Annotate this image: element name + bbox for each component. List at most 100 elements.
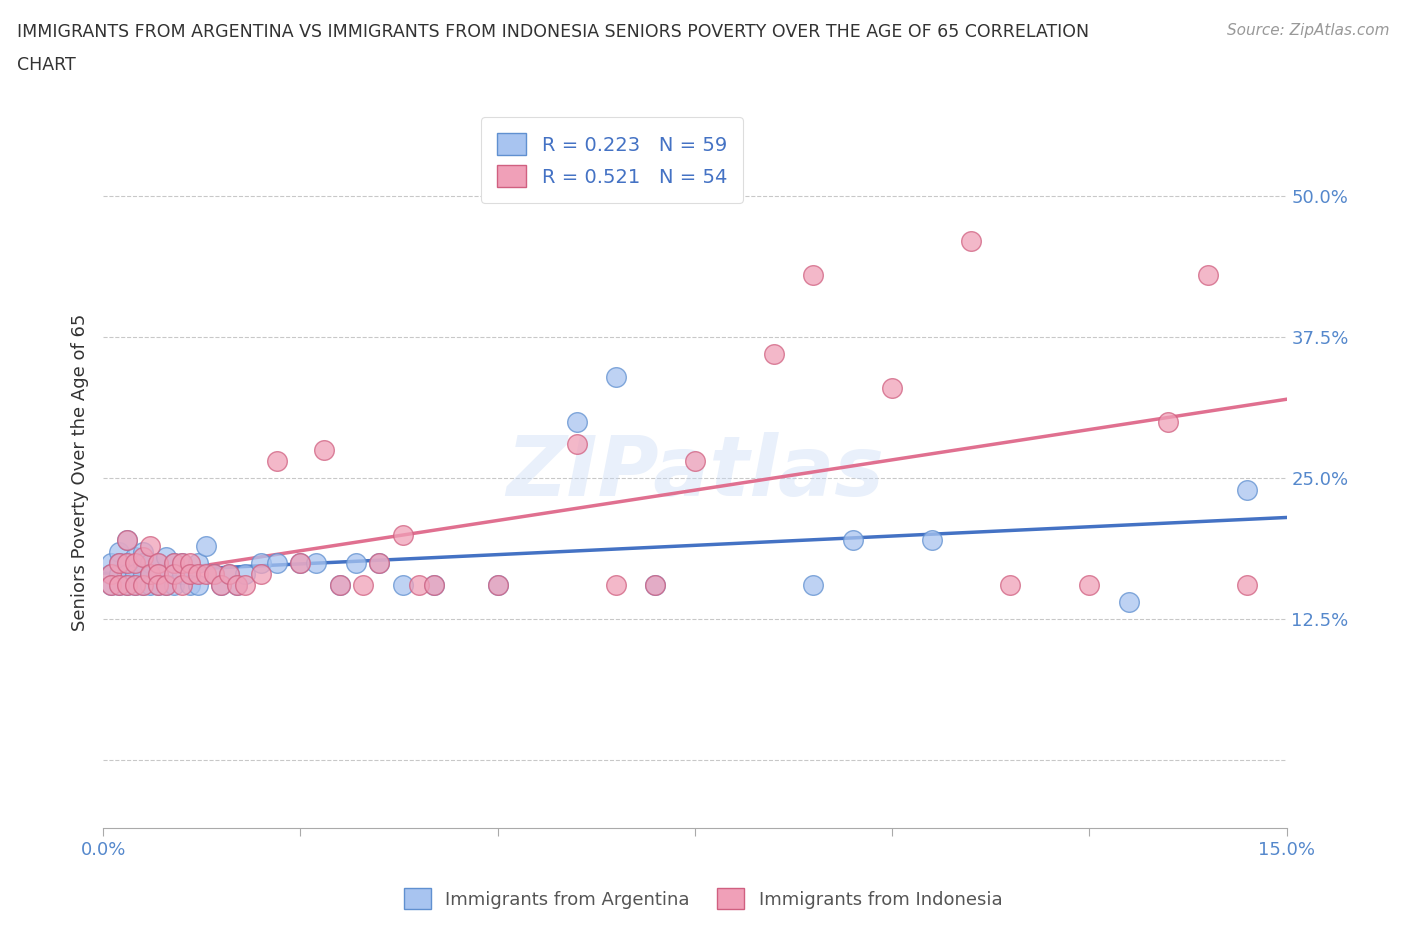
Point	[683, 454, 706, 469]
Point	[368, 555, 391, 570]
Point	[148, 566, 170, 581]
Point	[233, 578, 256, 593]
Text: CHART: CHART	[17, 56, 76, 73]
Point	[762, 347, 785, 362]
Legend: R = 0.223   N = 59, R = 0.521   N = 54: R = 0.223 N = 59, R = 0.521 N = 54	[481, 117, 742, 203]
Point	[124, 578, 146, 593]
Point	[644, 578, 666, 593]
Point	[423, 578, 446, 593]
Point	[218, 566, 240, 581]
Point	[108, 578, 131, 593]
Point	[1078, 578, 1101, 593]
Legend: Immigrants from Argentina, Immigrants from Indonesia: Immigrants from Argentina, Immigrants fr…	[396, 881, 1010, 916]
Point	[392, 578, 415, 593]
Point	[108, 544, 131, 559]
Point	[344, 555, 367, 570]
Text: IMMIGRANTS FROM ARGENTINA VS IMMIGRANTS FROM INDONESIA SENIORS POVERTY OVER THE : IMMIGRANTS FROM ARGENTINA VS IMMIGRANTS …	[17, 23, 1090, 41]
Point	[163, 566, 186, 581]
Point	[486, 578, 509, 593]
Point	[148, 555, 170, 570]
Point	[124, 550, 146, 565]
Point	[115, 533, 138, 548]
Point	[108, 555, 131, 570]
Point	[392, 527, 415, 542]
Point	[115, 555, 138, 570]
Point	[605, 369, 627, 384]
Point	[100, 578, 122, 593]
Text: ZIPatlas: ZIPatlas	[506, 432, 884, 513]
Point	[163, 555, 186, 570]
Point	[131, 550, 153, 565]
Point	[266, 454, 288, 469]
Point	[211, 578, 233, 593]
Point	[124, 555, 146, 570]
Point	[100, 578, 122, 593]
Point	[155, 578, 177, 593]
Point	[170, 555, 193, 570]
Point	[921, 533, 943, 548]
Point	[565, 437, 588, 452]
Point	[148, 578, 170, 593]
Point	[100, 566, 122, 581]
Point	[408, 578, 430, 593]
Point	[368, 555, 391, 570]
Point	[179, 578, 201, 593]
Point	[194, 538, 217, 553]
Point	[290, 555, 312, 570]
Point	[226, 578, 249, 593]
Point	[486, 578, 509, 593]
Point	[115, 533, 138, 548]
Point	[187, 555, 209, 570]
Point	[250, 566, 273, 581]
Point	[124, 566, 146, 581]
Point	[139, 555, 162, 570]
Point	[163, 578, 186, 593]
Point	[353, 578, 375, 593]
Point	[131, 566, 153, 581]
Point	[202, 566, 225, 581]
Point	[115, 566, 138, 581]
Point	[131, 544, 153, 559]
Point	[179, 566, 201, 581]
Point	[801, 578, 824, 593]
Point	[250, 555, 273, 570]
Point	[266, 555, 288, 570]
Point	[1118, 595, 1140, 610]
Point	[187, 566, 209, 581]
Point	[179, 555, 201, 570]
Point	[155, 578, 177, 593]
Point	[170, 555, 193, 570]
Point	[163, 555, 186, 570]
Point	[148, 566, 170, 581]
Point	[108, 566, 131, 581]
Point	[194, 566, 217, 581]
Point	[202, 566, 225, 581]
Point	[131, 555, 153, 570]
Point	[290, 555, 312, 570]
Point	[1236, 578, 1258, 593]
Point	[139, 538, 162, 553]
Point	[1000, 578, 1022, 593]
Point	[155, 566, 177, 581]
Point	[312, 443, 335, 458]
Point	[187, 578, 209, 593]
Point	[423, 578, 446, 593]
Point	[148, 555, 170, 570]
Point	[115, 578, 138, 593]
Point	[139, 578, 162, 593]
Point	[329, 578, 352, 593]
Point	[211, 578, 233, 593]
Point	[644, 578, 666, 593]
Point	[155, 550, 177, 565]
Point	[329, 578, 352, 593]
Point	[139, 566, 162, 581]
Point	[124, 578, 146, 593]
Point	[565, 415, 588, 430]
Point	[170, 566, 193, 581]
Point	[1157, 415, 1180, 430]
Point	[100, 566, 122, 581]
Point	[108, 578, 131, 593]
Point	[170, 578, 193, 593]
Point	[1197, 268, 1219, 283]
Point	[880, 380, 903, 395]
